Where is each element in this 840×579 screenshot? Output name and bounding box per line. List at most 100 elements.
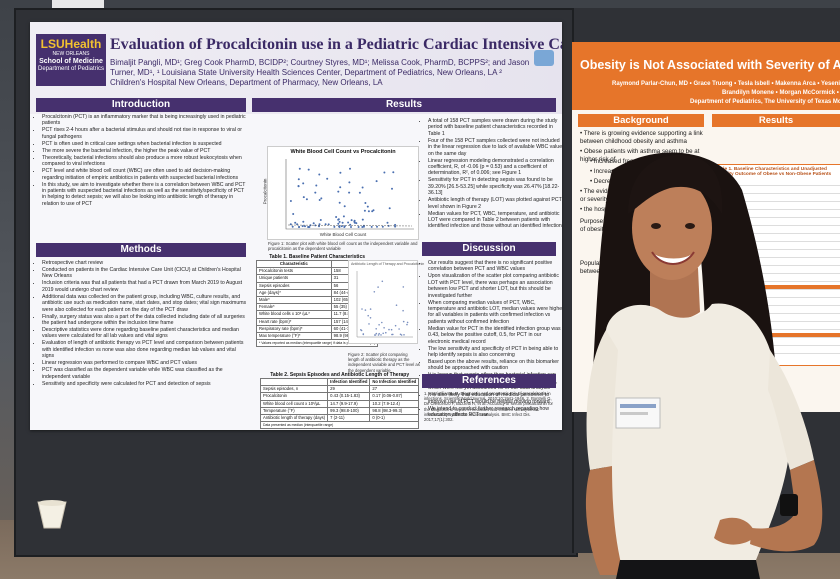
procalcitonin-poster: LSUHealth NEW ORLEANS School of Medicine… — [30, 22, 562, 430]
scatter-point — [305, 198, 308, 201]
scatter-point — [385, 331, 387, 334]
discussion-bullet: Upon visualization of the scatter plot c… — [428, 273, 562, 299]
table-row-line — [713, 209, 840, 210]
table-row-line — [713, 225, 840, 226]
scatter-point — [378, 324, 380, 326]
scatter-point — [362, 333, 365, 335]
scatter-point — [348, 181, 351, 184]
discussion-bullet: Median value for PCT in the identified i… — [428, 326, 562, 345]
intro-bullet: Theoretically, bacterial infections shou… — [42, 155, 248, 168]
hospital-logo-icon — [534, 50, 554, 66]
paper-cup-icon — [37, 500, 67, 529]
table-row-line — [713, 249, 840, 250]
methods-bullet: Conducted on patients in the Cardiac Int… — [42, 267, 248, 280]
scatter-point — [370, 225, 373, 228]
methods-bullet: Finally, surgery status was also a part … — [42, 314, 248, 327]
methods-bullet: Linear regression was performed to compa… — [42, 360, 248, 366]
scatter-point — [302, 196, 305, 199]
scatter-point — [307, 168, 310, 171]
background-bullet: • the hospit — [580, 206, 611, 213]
scatter-point — [386, 221, 389, 224]
scatter-point — [371, 210, 374, 213]
background-bullet: • The evidence remains limited in how ob… — [580, 188, 706, 203]
intro-bullet: In this study, we aim to investigate whe… — [42, 182, 248, 208]
scatter-point — [337, 218, 340, 221]
background-bullet: • There is growing evidence supporting a… — [580, 130, 703, 145]
scatter-point — [395, 304, 398, 306]
poster2-title: Obesity is Not Associated with Severity … — [580, 58, 840, 72]
scatter-point — [320, 197, 323, 200]
scatter-point — [324, 223, 327, 226]
scatter-point — [294, 221, 297, 224]
scatter-point — [381, 225, 384, 228]
scatter-point — [358, 191, 361, 194]
intro-bullet: The more severe the bacterial infection,… — [42, 148, 248, 154]
scatter-point — [390, 328, 393, 331]
scatter-point — [289, 200, 292, 202]
scatter-point — [343, 205, 346, 208]
discussion-heading: Discussion — [422, 242, 556, 256]
scatter-point — [291, 225, 294, 228]
scatter-point — [318, 173, 321, 176]
discussion-bullet: The low sensitivity and specificity of P… — [428, 346, 562, 359]
background-bullet: • Increased admissions and ED visits — [590, 168, 692, 175]
scatter-point — [406, 321, 409, 324]
methods-bullet: Inclusion criteria was that all patients… — [42, 280, 248, 293]
scatter-point — [367, 210, 370, 213]
scatter-point — [392, 171, 395, 174]
scatter-point — [307, 226, 310, 228]
discussion-bullet: It is also likely that education of medi… — [428, 392, 562, 405]
scatter-point — [375, 332, 378, 335]
scatter-point — [391, 187, 393, 190]
scatter-point — [374, 334, 377, 336]
table-row-line — [713, 329, 840, 330]
chart-x-label: White Blood Cell Count — [319, 232, 367, 237]
methods-bullet: Retrospective chart review — [42, 260, 248, 266]
table-row-line — [713, 273, 840, 274]
table-row: White blood cell count x 10³/µL 14.7 (9.9… — [259, 399, 420, 408]
chart-y-label: Procalcitonin — [262, 178, 268, 205]
scatter-point — [347, 221, 350, 224]
results-bullet: Antibiotic length of therapy (LOT) was p… — [428, 197, 562, 210]
scatter-point — [366, 205, 369, 208]
table-row-line — [713, 321, 840, 322]
scatter-point — [398, 328, 400, 330]
scatter-point — [375, 180, 378, 183]
table-row: Antibiotic length of therapy (days) 7 (2-… — [259, 414, 420, 423]
scatter-point — [377, 286, 379, 288]
scatter-point — [382, 332, 384, 335]
scatter-point — [348, 191, 351, 194]
scatter-point — [388, 328, 390, 331]
scatter-point — [364, 309, 367, 311]
scatter-point — [302, 182, 305, 185]
scatter-point — [394, 223, 397, 226]
table-row-line — [713, 217, 840, 218]
table-row-line — [713, 353, 840, 354]
background-bullet: • Increased frequency of exacerbations — [590, 158, 698, 165]
table-row-line — [713, 201, 840, 202]
table-row: Temperature (°F) 99.3 (98.8-100) 98.8 (98.… — [259, 406, 420, 416]
scatter-point — [369, 317, 372, 319]
introduction-heading: Introduction — [36, 98, 246, 112]
scatter-point — [381, 280, 384, 283]
lsu-health-logo: LSUHealth NEW ORLEANS School of Medicine… — [36, 34, 106, 86]
intro-bullet: PCT level and white blood cell count (WB… — [42, 168, 248, 181]
scatter-point — [297, 178, 300, 181]
graph2-title: Antibiotic Length of Therapy and Procalc… — [351, 262, 425, 266]
scatter-point — [314, 191, 317, 194]
scatter-point — [350, 219, 353, 222]
intro-bullet: PCT is often used in critical care setti… — [42, 141, 248, 147]
results-list: A total of 158 PCT samples were drawn du… — [420, 118, 562, 230]
table-row: Sepsis episodes, n 29 27 — [259, 385, 420, 394]
table-row-line — [713, 337, 840, 338]
discussion-list: Our results suggest that there is no sig… — [420, 260, 562, 419]
scatter-point — [298, 167, 301, 170]
table-row-line — [713, 241, 840, 242]
population-text: Population: Patients hospitalized for as… — [580, 260, 701, 275]
scatter-point — [392, 333, 394, 336]
results-bullet: A total of 158 PCT samples were drawn du… — [428, 118, 562, 137]
scatter-point — [319, 219, 322, 221]
scatter-point — [298, 226, 301, 228]
table-header-row: Infection Identified No Infection Identif… — [259, 377, 420, 387]
